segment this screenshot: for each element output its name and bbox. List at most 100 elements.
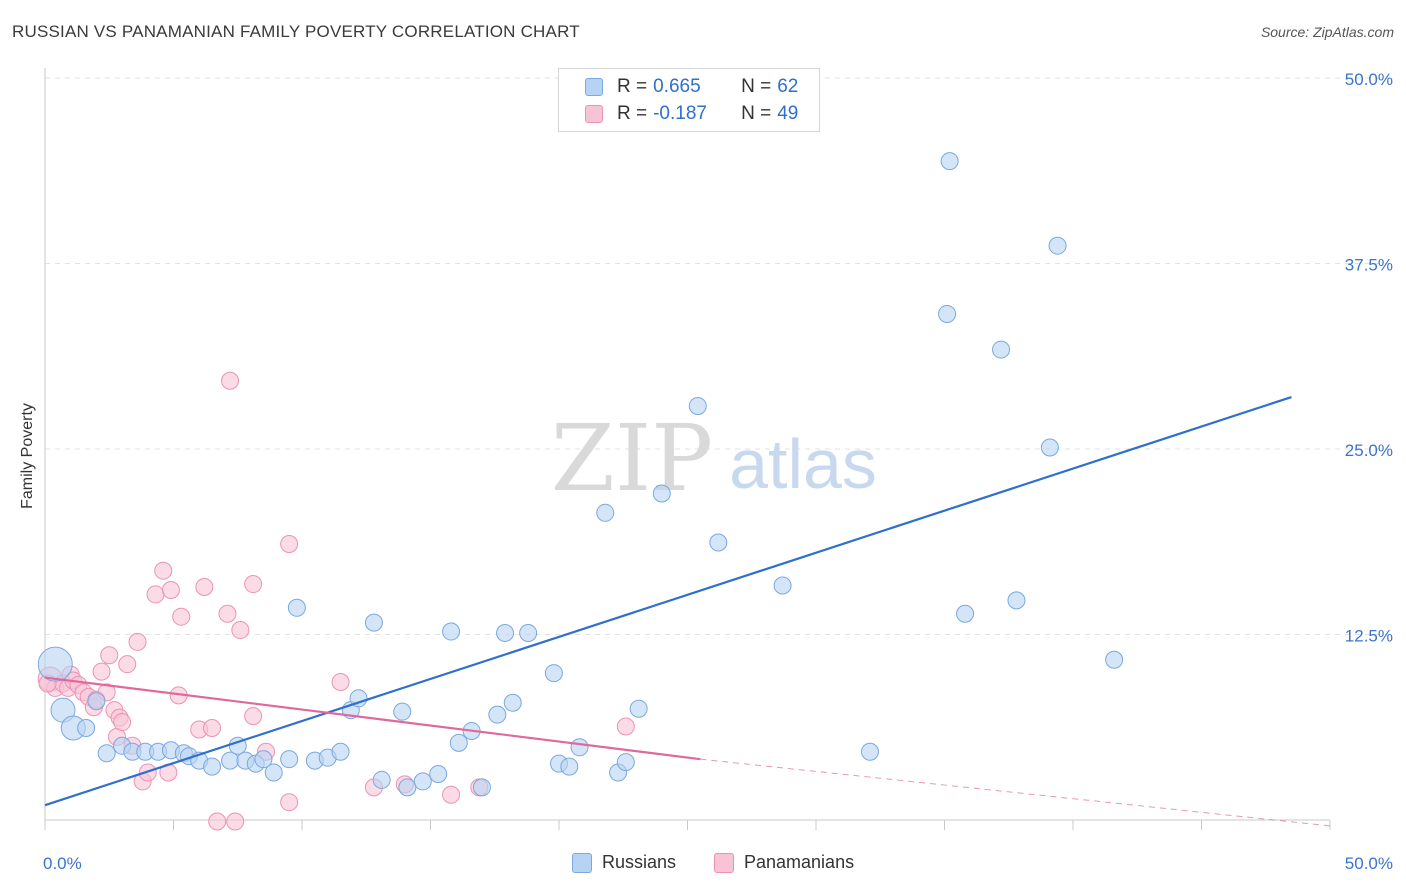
panamanians-r-value: -0.187 — [653, 103, 707, 124]
russian-point — [773, 576, 792, 595]
panamanian-point — [92, 662, 111, 681]
tick-labels: 12.5% 25.0% 37.5% 50.0% 0.0% 50.0% — [43, 70, 1393, 873]
russian-point — [570, 738, 589, 757]
russian-point — [652, 484, 671, 503]
russians-r-label: R = — [617, 76, 648, 97]
russians-r-value: 0.665 — [653, 76, 701, 97]
panamanian-point — [616, 717, 635, 736]
russians-trend-line — [44, 396, 1292, 807]
watermark-zip: ZIP — [551, 405, 713, 512]
russians-n-label: N = — [741, 76, 772, 97]
russian-point — [331, 742, 350, 761]
russian-point — [1105, 650, 1124, 669]
x-tick-label-max: 50.0% — [1345, 854, 1393, 873]
russian-point — [519, 624, 538, 643]
russians-points — [37, 152, 1124, 797]
russian-point — [956, 604, 975, 623]
panamanian-point — [128, 632, 147, 651]
russian-point — [688, 396, 707, 415]
panamanians-legend-swatch — [714, 852, 734, 873]
axes — [44, 68, 1331, 830]
russian-point — [472, 778, 491, 797]
russian-point — [203, 757, 222, 776]
panamanian-point — [100, 646, 119, 665]
bottom-legend-russians: Russians — [572, 852, 676, 873]
correlation-legend: R = 0.665 N = 62 R = -0.187 N = 49 — [558, 68, 820, 132]
panamanian-point — [280, 534, 299, 553]
panamanian-point — [208, 812, 227, 831]
chart-title: RUSSIAN VS PANAMANIAN FAMILY POVERTY COR… — [12, 22, 580, 41]
russian-point — [1007, 591, 1026, 610]
russian-point — [393, 702, 412, 721]
russian-point — [596, 503, 615, 522]
panamanian-point — [221, 371, 240, 390]
panamanian-point — [195, 578, 214, 597]
panamanian-point — [218, 604, 237, 623]
russian-point — [287, 598, 306, 617]
panamanian-point — [118, 655, 137, 674]
legend-row-panamanians: R = -0.187 N = 49 — [585, 103, 798, 125]
panamanians-r-label: R = — [617, 103, 648, 124]
panamanians-trend-extension — [700, 758, 1331, 827]
source-label: Source: ZipAtlas.com — [1260, 24, 1394, 40]
legend-row-russians: R = 0.665 N = 62 — [585, 76, 798, 98]
russian-point — [349, 689, 368, 708]
russian-point — [629, 699, 648, 718]
russian-point — [860, 742, 879, 761]
russian-point — [496, 624, 515, 643]
y-tick-label: 50.0% — [1345, 70, 1393, 89]
panamanian-point — [146, 585, 165, 604]
panamanian-point — [226, 812, 245, 831]
panamanian-point — [231, 621, 250, 640]
panamanian-point — [161, 580, 180, 599]
russian-point — [264, 763, 283, 782]
russian-point — [97, 744, 116, 763]
y-axis-label: Family Poverty — [19, 403, 36, 509]
russian-point — [560, 757, 579, 776]
russian-point — [938, 304, 957, 323]
panamanians-legend-label: Panamanians — [744, 852, 855, 872]
panamanians-trend-line — [44, 676, 701, 761]
panamanian-point — [331, 672, 350, 691]
panamanian-point — [244, 575, 263, 594]
russians-legend-swatch — [572, 852, 592, 873]
russian-point — [413, 772, 432, 791]
russian-point — [544, 664, 563, 683]
panamanian-point — [442, 785, 461, 804]
russian-point — [221, 751, 240, 770]
russian-point — [364, 613, 383, 632]
y-tick-label: 37.5% — [1345, 256, 1393, 275]
russians-legend-label: Russians — [602, 852, 677, 872]
russian-point — [992, 340, 1011, 359]
panamanian-point — [154, 561, 173, 580]
x-tick-label-min: 0.0% — [43, 854, 82, 873]
russian-point — [77, 718, 96, 737]
russian-point — [1040, 438, 1059, 457]
russian-point — [940, 152, 959, 171]
y-tick-label: 12.5% — [1345, 627, 1393, 646]
panamanian-point — [203, 718, 222, 737]
russian-point — [372, 770, 391, 789]
russian-point — [488, 705, 507, 724]
russian-point — [442, 622, 461, 641]
russian-point — [254, 750, 273, 769]
panamanian-point — [244, 707, 263, 726]
panamanians-n-value: 49 — [777, 103, 799, 124]
bottom-legend-panamanians: Panamanians — [714, 852, 854, 873]
russian-point — [87, 692, 106, 711]
panamanian-point — [280, 793, 299, 812]
panamanian-point — [113, 713, 132, 732]
russian-point — [398, 778, 417, 797]
russian-point — [1048, 236, 1067, 255]
russian-point — [503, 693, 522, 712]
trend-lines — [44, 396, 1331, 827]
russian-point — [37, 646, 73, 682]
russian-point — [449, 733, 468, 752]
y-tick-label: 25.0% — [1345, 441, 1393, 460]
russian-point — [616, 753, 635, 772]
panamanians-n-label: N = — [741, 103, 772, 124]
russians-n-value: 62 — [777, 76, 799, 97]
watermark: ZIP atlas — [551, 405, 877, 512]
watermark-atlas: atlas — [729, 425, 877, 503]
